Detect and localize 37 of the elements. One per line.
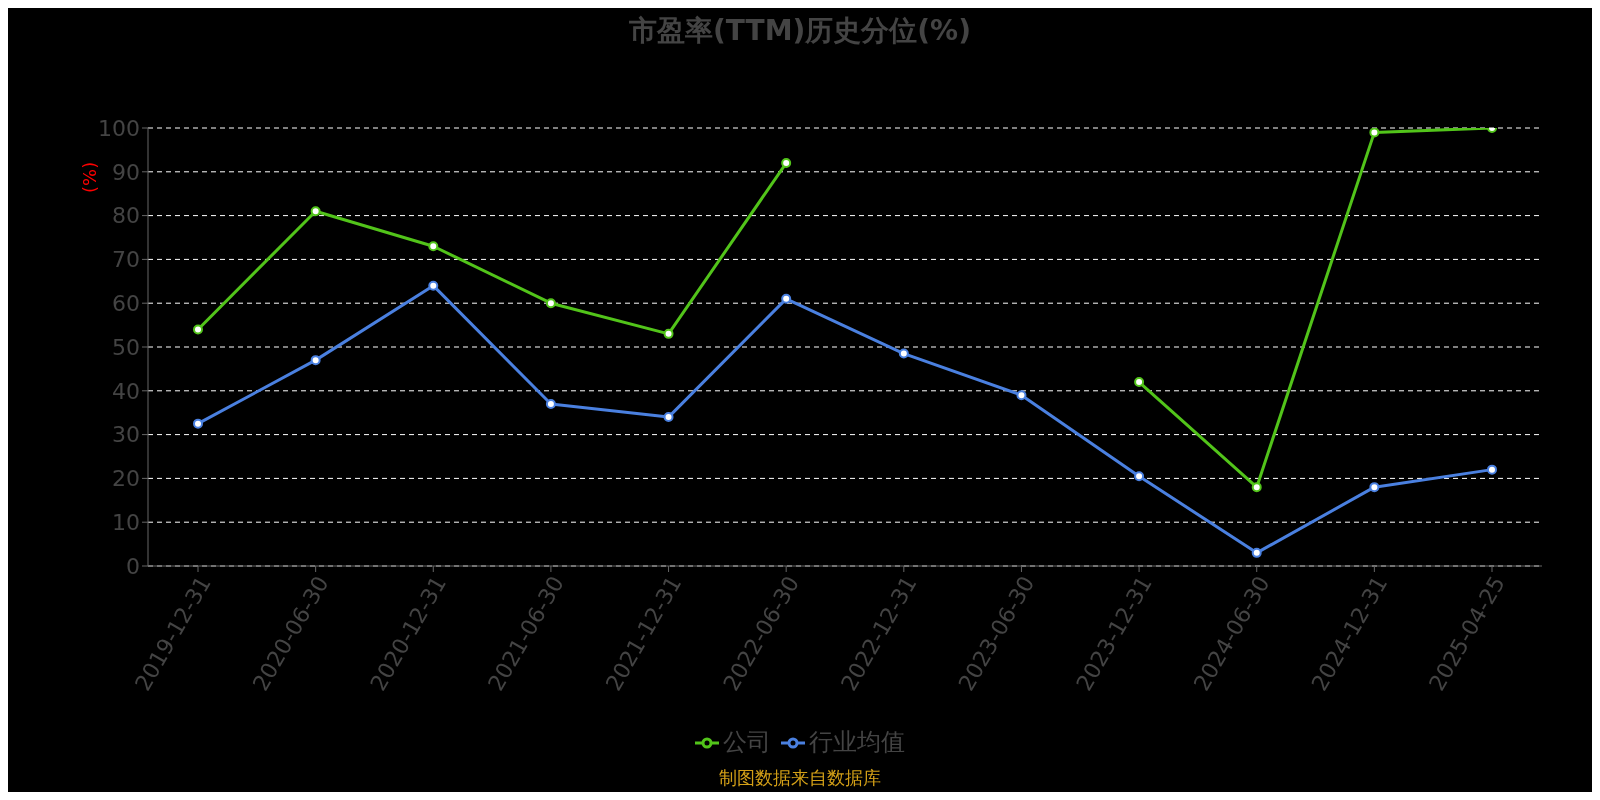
text: 制图数据来自数据库 xyxy=(718,766,882,790)
point xyxy=(1487,464,1497,475)
y-tick-label: 50 xyxy=(112,334,140,360)
point xyxy=(898,348,909,359)
y-tick-label: 40 xyxy=(112,378,140,404)
point xyxy=(1369,128,1380,138)
point xyxy=(310,206,321,217)
y-tick-label: 100 xyxy=(98,115,140,141)
point xyxy=(428,280,439,291)
point xyxy=(193,324,203,335)
y-tick-label: 80 xyxy=(112,203,140,229)
point xyxy=(663,412,674,423)
y-tick-label: 70 xyxy=(112,247,140,273)
y-tick-label: 10 xyxy=(112,510,140,536)
point xyxy=(193,418,203,429)
point xyxy=(428,241,439,252)
point xyxy=(781,293,792,304)
point xyxy=(1016,390,1027,401)
chart-title: 市盈率(TTM)历史分位(%) xyxy=(628,13,972,49)
point xyxy=(1369,482,1380,493)
point xyxy=(1251,547,1262,558)
point xyxy=(545,298,556,309)
y-tick-label: 20 xyxy=(112,466,140,492)
point xyxy=(1134,377,1145,388)
point xyxy=(1134,471,1145,482)
point xyxy=(663,328,674,339)
y-tick-label: 0 xyxy=(126,553,140,579)
y-tick-label: 90 xyxy=(112,159,140,185)
point xyxy=(1251,482,1262,493)
y-axis-title: (%) xyxy=(78,161,100,193)
legend-label: 公司 xyxy=(723,728,771,756)
y-tick-label: 60 xyxy=(112,291,140,317)
point xyxy=(310,355,321,366)
legend-label: 行业均值 xyxy=(809,728,905,756)
point xyxy=(545,398,556,409)
point xyxy=(781,158,792,169)
y-tick-label: 30 xyxy=(112,422,140,448)
